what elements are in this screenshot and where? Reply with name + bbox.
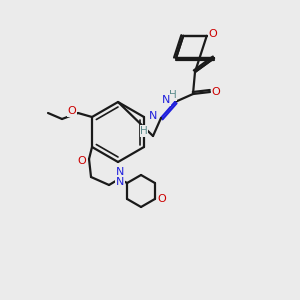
Text: N: N [149, 111, 157, 121]
Text: H: H [169, 90, 177, 100]
Text: H: H [140, 126, 148, 136]
Text: O: O [212, 87, 220, 97]
Text: N: N [162, 95, 170, 105]
Text: N: N [116, 177, 124, 187]
Text: N: N [116, 167, 124, 177]
Text: O: O [68, 106, 76, 116]
Text: O: O [208, 29, 217, 39]
Text: O: O [158, 194, 166, 204]
Text: O: O [78, 156, 86, 166]
